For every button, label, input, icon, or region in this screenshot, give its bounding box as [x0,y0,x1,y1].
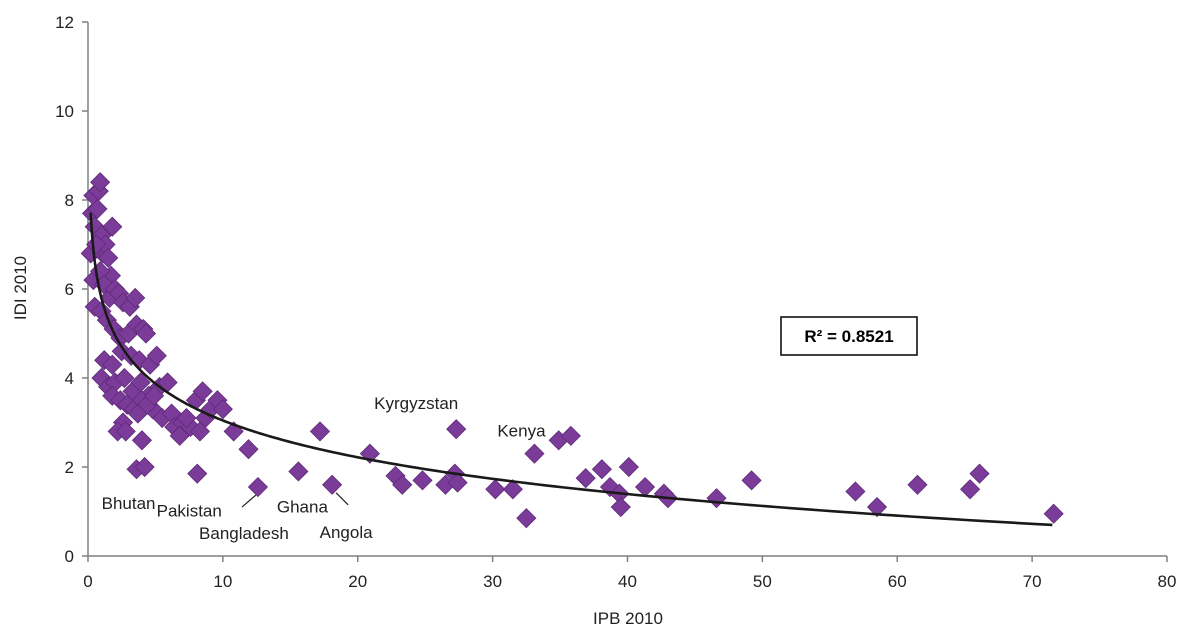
x-ticks: 0 10 20 30 40 50 60 70 80 [83,556,1176,591]
data-point [146,345,167,366]
data-point [969,463,990,484]
annotation-label: Angola [320,523,373,542]
annotation-label: Ghana [277,497,329,516]
data-point [322,474,343,495]
data-point [866,496,888,518]
annotation-label: Pakistan [157,502,222,521]
data-point [187,463,208,484]
data-point [309,421,331,442]
data-point [144,385,165,406]
data-point [131,430,153,451]
data-point [90,172,111,193]
y-tick-label: 2 [65,458,74,477]
annotation-label: Bangladesh [199,524,289,543]
data-point [516,508,537,529]
data-point [176,407,197,429]
data-point [845,481,866,502]
y-tick-label: 10 [55,102,74,121]
data-point [706,488,727,509]
data-point [502,479,523,500]
data-point [591,459,612,480]
data-point [87,198,108,219]
data-points [80,172,1064,529]
data-point [98,247,119,268]
data-point [192,381,213,402]
data-point [412,470,433,491]
annotation-leader [335,492,349,506]
y-ticks: 0 2 4 6 8 10 12 [55,13,88,566]
annotations: Bhutan Pakistan Bangladesh Ghana Angola Kyrgy… [102,394,546,543]
x-tick-label: 0 [83,572,92,591]
x-axis-title: IPB 2010 [593,609,663,628]
annotation-leader [241,494,257,508]
x-tick-label: 50 [753,572,772,591]
data-point [115,421,136,442]
data-point [102,354,123,375]
data-point [960,479,981,500]
y-tick-label: 12 [55,13,74,32]
data-point [392,474,413,495]
y-axis-title: IDI 2010 [11,256,30,320]
y-tick-label: 4 [65,369,74,388]
data-point [169,425,190,446]
data-point [634,476,656,498]
data-point [134,456,155,478]
y-tick-label: 6 [65,280,74,299]
data-point [288,461,309,482]
x-tick-label: 20 [348,572,367,591]
x-tick-label: 30 [483,572,502,591]
data-point [524,443,545,464]
data-point [125,287,146,308]
axes [87,22,1167,557]
x-tick-label: 10 [213,572,232,591]
data-point [447,472,468,493]
data-point [560,425,581,446]
data-point [618,456,639,478]
x-tick-label: 80 [1158,572,1177,591]
data-point [189,421,211,442]
x-tick-label: 40 [618,572,637,591]
annotation-label: Kyrgyzstan [374,394,458,413]
y-tick-label: 8 [65,191,74,210]
data-point [610,496,631,518]
annotation-label: Kenya [497,422,546,441]
data-point [238,439,259,460]
y-tick-label: 0 [65,547,74,566]
data-point [575,468,596,489]
data-point [741,470,762,491]
data-point [212,399,233,420]
x-tick-label: 70 [1023,572,1042,591]
data-point [102,216,123,237]
data-point [485,479,506,500]
r-squared-label: R² = 0.8521 [804,327,893,346]
data-point [446,419,467,440]
r-squared-box: R² = 0.8521 [780,316,918,356]
trendline [89,212,1053,527]
data-point [247,476,269,498]
data-point [114,367,135,389]
data-point [1043,503,1064,524]
x-tick-label: 60 [888,572,907,591]
annotation-label: Bhutan [102,494,156,513]
data-point [135,323,157,344]
data-point [907,474,928,495]
